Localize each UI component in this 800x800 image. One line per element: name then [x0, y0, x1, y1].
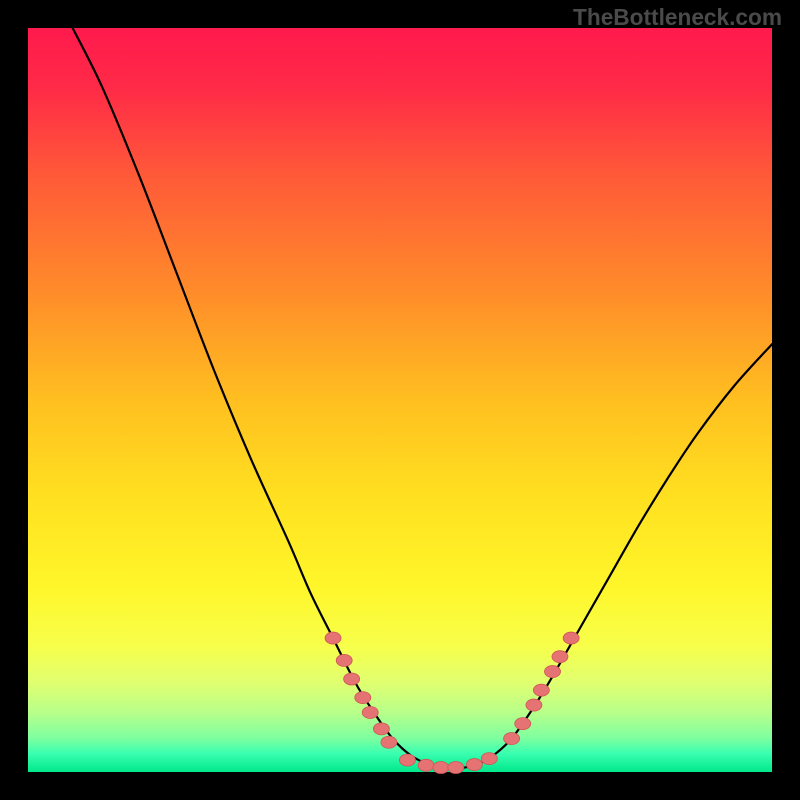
marker-right-3 — [533, 684, 549, 696]
marker-bottom-2 — [433, 762, 449, 774]
marker-right-6 — [563, 632, 579, 644]
marker-right-5 — [552, 651, 568, 663]
marker-left-5 — [373, 723, 389, 735]
marker-bottom-4 — [466, 759, 482, 771]
marker-left-6 — [381, 736, 397, 748]
watermark-text: TheBottleneck.com — [573, 4, 782, 31]
plot-area — [28, 28, 772, 772]
marker-left-1 — [336, 654, 352, 666]
marker-right-1 — [515, 718, 531, 730]
marker-bottom-5 — [481, 753, 497, 765]
marker-bottom-3 — [448, 762, 464, 774]
marker-left-3 — [355, 692, 371, 704]
marker-right-4 — [545, 666, 561, 678]
marker-left-4 — [362, 706, 378, 718]
chart-frame: TheBottleneck.com — [0, 0, 800, 800]
marker-bottom-0 — [399, 754, 415, 766]
chart-svg — [0, 0, 800, 800]
marker-right-2 — [526, 699, 542, 711]
marker-right-0 — [504, 733, 520, 745]
marker-left-2 — [344, 673, 360, 685]
marker-left-0 — [325, 632, 341, 644]
marker-bottom-1 — [418, 759, 434, 771]
